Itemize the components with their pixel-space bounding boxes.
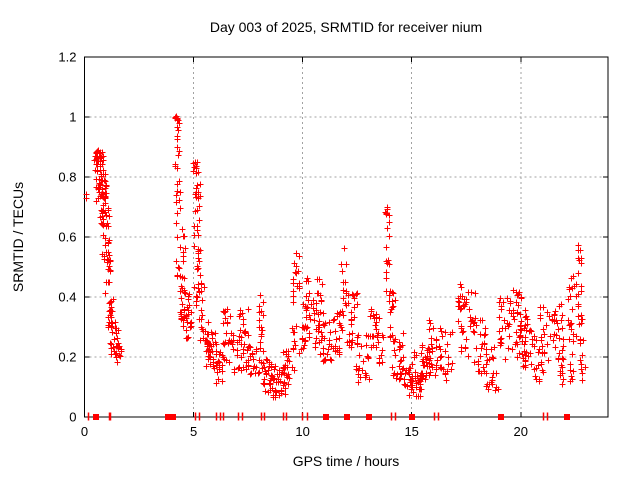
x-tick-label: 20 — [514, 424, 528, 439]
y-tick-label: 0.2 — [58, 350, 76, 365]
chart-title: Day 003 of 2025, SRMTID for receiver niu… — [209, 19, 483, 35]
x-tick-label: 5 — [190, 424, 197, 439]
x-tick-label: 0 — [81, 424, 88, 439]
x-tick-label: 10 — [295, 424, 309, 439]
y-tick-label: 0 — [69, 410, 76, 425]
grid-lines — [84, 57, 608, 417]
y-tick-label: 1 — [69, 110, 76, 125]
y-axis-label: SRMTID / TECUs — [10, 181, 26, 293]
y-tick-label: 1.2 — [58, 50, 76, 65]
baseline-ticks — [87, 412, 549, 421]
data-points — [83, 113, 589, 401]
y-tick-label: 0.6 — [58, 230, 76, 245]
x-tick-label: 15 — [404, 424, 418, 439]
y-tick-label: 0.8 — [58, 170, 76, 185]
y-tick-label: 0.4 — [58, 290, 76, 305]
x-axis-label: GPS time / hours — [292, 453, 400, 469]
